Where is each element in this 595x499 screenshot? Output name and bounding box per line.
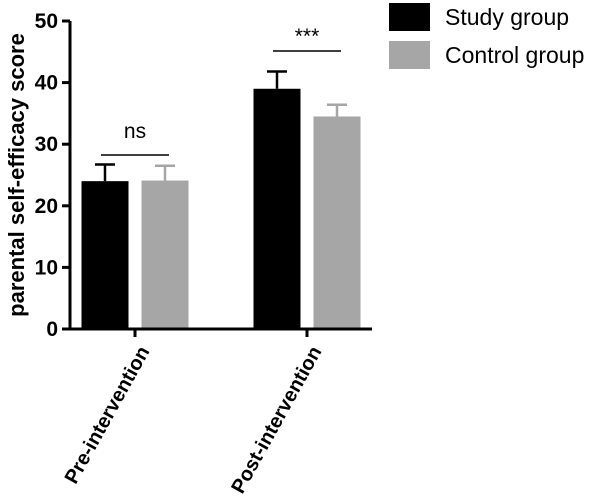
y-axis-title: parental self-efficacy score — [4, 33, 29, 317]
legend-swatch — [389, 41, 430, 69]
significance-annotations: ns *** — [101, 25, 341, 156]
bar — [253, 88, 301, 329]
y-tick-label: 20 — [35, 195, 58, 218]
x-tick-label: Pre-intervention — [61, 343, 155, 488]
y-axis: 0 10 20 30 40 50 — [35, 10, 72, 341]
y-tick-label: 0 — [46, 318, 58, 341]
legend: Study group Control group — [389, 3, 584, 69]
y-tick-label: 10 — [35, 256, 58, 279]
y-tick-label: 40 — [35, 72, 58, 95]
bar — [313, 116, 361, 329]
significance-label: *** — [295, 25, 320, 48]
x-tick-label: Post-intervention — [227, 343, 326, 497]
significance-label: ns — [124, 120, 146, 143]
error-bars — [95, 70, 347, 182]
bars — [81, 88, 361, 329]
legend-label: Study group — [445, 4, 569, 30]
y-tick-label: 30 — [35, 133, 58, 156]
bar — [81, 181, 129, 329]
legend-swatch — [389, 3, 430, 31]
bar — [141, 180, 189, 329]
y-tick-label: 50 — [35, 10, 58, 33]
legend-label: Control group — [445, 42, 584, 68]
x-axis: Pre-intervention Post-intervention — [61, 327, 372, 497]
